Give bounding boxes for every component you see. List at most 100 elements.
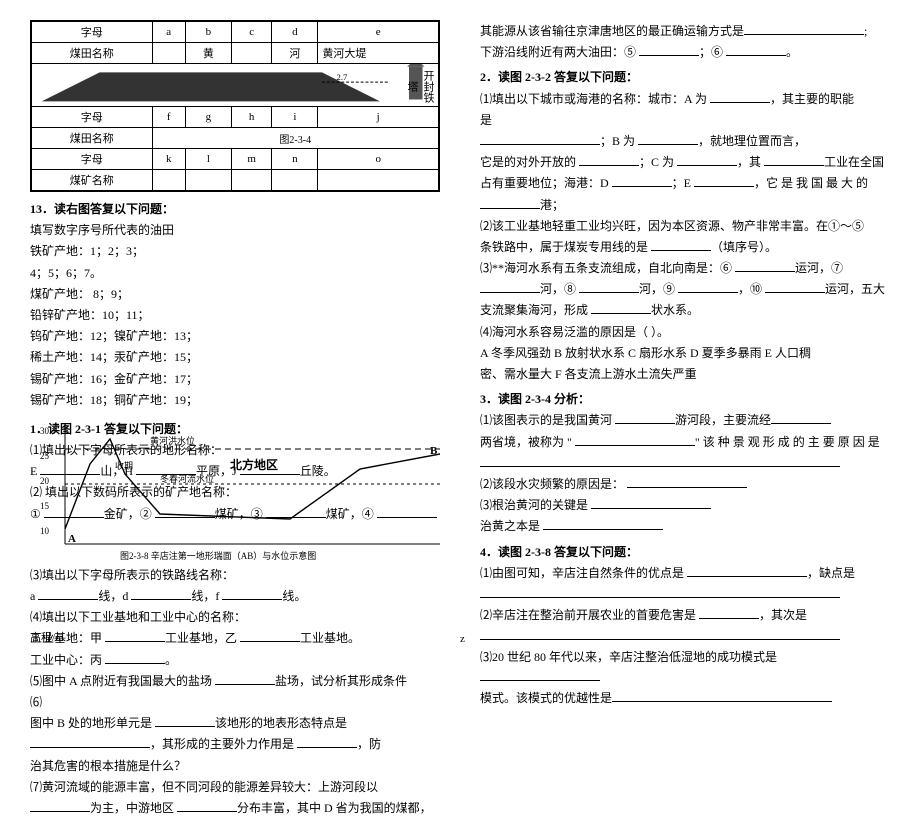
s1-l4: ① 金矿，② 煤矿，③ 煤矿，④ xyxy=(30,505,440,524)
r7: ⑵该工业基地轻重工业均兴旺，因为本区资源、物产非常丰富。在①～⑤ xyxy=(480,217,890,236)
txt: 工业基地。 xyxy=(300,631,360,645)
txt: 下游沿线附近有两大油田：⑤ xyxy=(480,45,639,59)
txt: 两省境，被称为 " xyxy=(480,435,575,449)
cell: j xyxy=(318,107,439,128)
txt: 为主，中游地区 xyxy=(90,801,177,815)
txt: ；C 为 xyxy=(639,155,677,169)
sec1-title: 1．读图 2-3-1 答复以下问题： xyxy=(30,420,440,439)
cell: 煤田名称 xyxy=(32,128,153,149)
cell: d xyxy=(272,22,318,43)
right-column: 其能源从该省输往京津唐地区的最正确运输方式是; 下游沿线附近有两大油田：⑤ ；⑥… xyxy=(480,20,890,820)
r5: 它是的对外开放的 ；C 为 ，其 工业在全国 xyxy=(480,153,890,172)
txt: 盐场，试分析其形成条件 xyxy=(275,674,407,688)
q13-line: 铅锌矿产地：10；11； xyxy=(30,306,440,325)
svg-text:2.7: 2.7 xyxy=(337,72,349,82)
r18: ⑶根治黄河的关键是 xyxy=(480,496,890,515)
txt: 运河，⑦ xyxy=(795,261,843,275)
fig-label: 图2-3-4 xyxy=(152,128,438,149)
q13-line: 铁矿产地：1；2；3； xyxy=(30,242,440,261)
r22: ⑶20 世纪 80 年代以来，辛店注整治低湿地的成功模式是 xyxy=(480,648,890,686)
txt: 。 xyxy=(786,45,798,59)
txt: ⑴填出以下城市或海港的名称：城市：A 为 xyxy=(480,92,710,106)
r9: ⑶**海河水系有五条支流组成，自北向南是：⑥ 运河，⑦ xyxy=(480,259,890,278)
levee-diagram: 2.7 xyxy=(32,64,438,106)
s1-l16: ⑺黄河流域的能源丰富，但不同河段的能源差异较大：上游河段以 xyxy=(30,778,440,797)
r11: 支流聚集海河，形成 状水系。 xyxy=(480,301,890,320)
txt: 丘陵。 xyxy=(300,464,336,478)
q13-title: 13．读右图答复以下问题： xyxy=(30,200,440,219)
cell: 黄河大堤 xyxy=(318,43,439,64)
svg-text:图2-3-8 辛店注第一地形瑞面（AB）与水位示意图: 图2-3-8 辛店注第一地形瑞面（AB）与水位示意图 xyxy=(120,550,316,561)
r14: 密、需水量大 F 各支流上游水土流失严重 xyxy=(480,365,890,384)
r2: 下游沿线附近有两大油田：⑤ ；⑥ 。 xyxy=(480,43,890,62)
r4: ；B 为 ，就地理位置而言， xyxy=(480,132,890,151)
txt: 金矿，② xyxy=(104,507,155,521)
txt: a xyxy=(30,589,38,603)
txt: ，其主要的职能 xyxy=(770,92,854,106)
r6b: 港； xyxy=(480,196,890,215)
txt: 支流聚集海河，形成 xyxy=(480,303,591,317)
cell xyxy=(231,170,271,191)
profile-chart: 30 25 20 15 10 A B 黄河洪水位 收期 冬春河流水位 北方地区 … xyxy=(30,414,440,564)
txt: ⑵辛店注在整治前开展农业的首要危害是 xyxy=(480,608,699,622)
svg-text:10: 10 xyxy=(40,526,50,536)
s1-l12: ⑹ xyxy=(30,693,440,712)
r3c: 是 xyxy=(480,111,890,130)
s1-l6: ⑶填出以下字母所表示的铁路线名称： xyxy=(30,566,440,585)
txt: 它是的对外开放的 xyxy=(480,155,579,169)
cell: l xyxy=(185,149,231,170)
txt: （填序号）。 xyxy=(711,240,777,254)
s1-l1: ⑴填出以下字母所表示的地形名称： xyxy=(30,441,440,460)
q13-line: 锡矿产地：16；金矿产地：17； xyxy=(30,370,440,389)
txt: 平原，J xyxy=(196,464,240,478)
cell: 字母 xyxy=(32,107,153,128)
txt: ⑶**海河水系有五条支流组成，自北向南是：⑥ xyxy=(480,261,735,275)
txt: ；E xyxy=(672,176,694,190)
txt: 占有重要地位；海港：D xyxy=(480,176,612,190)
s1-l2: E 山，H 平原，J 丘陵。 xyxy=(30,462,440,481)
cell: g xyxy=(185,107,231,128)
txt: ⑵该段水灾频繁的原因是： xyxy=(480,477,627,491)
txt: 游河段，主要流经 xyxy=(675,413,771,427)
txt: ⑸图中 A 点附近有我国最大的盐场 xyxy=(30,674,215,688)
cell: h xyxy=(231,107,271,128)
s1-l14: ，其形成的主要外力作用是 ，防 xyxy=(30,735,440,754)
q13-line: 煤矿产地： 8；9； xyxy=(30,285,440,304)
footer-left: 高程/m xyxy=(30,629,64,645)
txt: ⑥ xyxy=(711,45,726,59)
cell: c xyxy=(231,22,271,43)
txt: 。 xyxy=(165,653,177,667)
s1-l11: ⑸图中 A 点附近有我国最大的盐场 盐场，试分析其形成条件 xyxy=(30,672,440,691)
s1-l17: 为主，中游地区 分布丰富，其中 D 省为我国的煤都， xyxy=(30,799,440,818)
r12: ⑷海河水系容易泛滥的原因是（ ）。 xyxy=(480,323,890,342)
cell: m xyxy=(231,149,271,170)
r3: ⑴填出以下城市或海港的名称：城市：A 为 ，其主要的职能 xyxy=(480,90,890,109)
s1-l3: ⑵ 填出以下数码所表示的矿产地名称： xyxy=(30,483,440,502)
txt: 线。 xyxy=(282,589,306,603)
txt: ，缺点是 xyxy=(807,566,855,580)
r16: 两省境，被称为 " " 该 种 景 观 形 成 的 主 要 原 因 是 xyxy=(480,433,890,452)
txt: ，就地理位置而言， xyxy=(698,134,806,148)
txt: 山，H xyxy=(100,464,136,478)
r19: 治黄之本是 xyxy=(480,517,890,536)
sec3-title: 3．读图 2-3-4 分析： xyxy=(480,390,890,409)
txt: ，它 是 我 国 最 大 的 xyxy=(754,176,868,190)
cell xyxy=(152,170,185,191)
footer-center: z xyxy=(460,633,465,645)
r21: ⑵辛店注在整治前开展农业的首要危害是 ，其次是 xyxy=(480,606,890,625)
r16b xyxy=(480,454,890,473)
q13-line: 锡矿产地：18；铜矿产地：19； xyxy=(30,391,440,410)
cell xyxy=(272,170,318,191)
cell: b xyxy=(185,22,231,43)
txt: 状水系。 xyxy=(651,303,699,317)
s1-l8: ⑷填出以下工业基地和工业中心的名称： xyxy=(30,608,440,627)
cell: e xyxy=(318,22,439,43)
cell: 煤田名称 xyxy=(32,43,153,64)
txt: ，其 xyxy=(737,155,764,169)
txt: ；B 为 xyxy=(600,134,638,148)
left-column: 字母 a b c d e 煤田名称 黄 河 黄河大堤 xyxy=(30,20,440,820)
cell: a xyxy=(152,22,185,43)
txt: 港； xyxy=(540,198,564,212)
r20b xyxy=(480,585,890,604)
txt: ⑶根治黄河的关键是 xyxy=(480,498,591,512)
